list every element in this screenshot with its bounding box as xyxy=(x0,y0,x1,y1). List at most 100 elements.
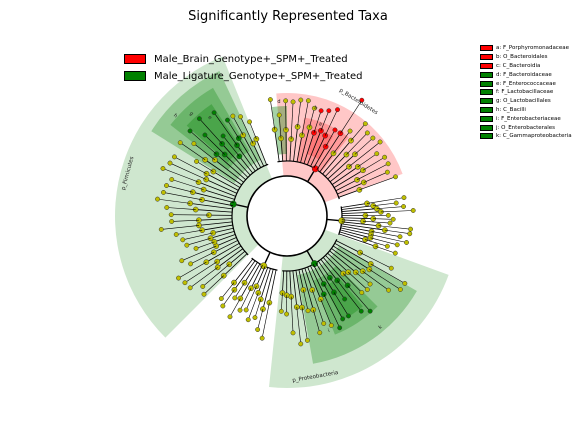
class-node xyxy=(210,230,217,236)
leaf-branch xyxy=(190,252,214,265)
class-branch xyxy=(214,159,244,183)
leaf-branch xyxy=(281,292,283,312)
leaf-node xyxy=(290,99,296,105)
class-branch xyxy=(310,135,326,167)
group-legend-entry: Male_Brain_Genotype+_SPM+_Treated xyxy=(124,51,363,67)
phylum-node xyxy=(260,262,268,270)
leaf-node xyxy=(220,133,226,139)
class-branch xyxy=(242,134,262,168)
leaf-node xyxy=(384,169,390,175)
class-branch xyxy=(304,267,313,291)
taxa-legend-label: g: O_Lactobacillales xyxy=(496,98,551,105)
class-branch xyxy=(300,127,310,163)
leaf-node xyxy=(385,212,391,218)
leaf-branch xyxy=(245,286,257,311)
leaf-node xyxy=(362,121,368,127)
class-branch xyxy=(336,240,361,253)
leaf-branch xyxy=(373,218,394,220)
leaf-branch xyxy=(193,143,216,161)
class-branch xyxy=(334,242,371,265)
leaf-branch xyxy=(301,100,309,136)
class-branch xyxy=(198,181,236,197)
leaf-branch xyxy=(221,282,235,299)
group-legend-label: Male_Brain_Genotype+_SPM+_Treated xyxy=(154,53,348,65)
class-branch xyxy=(257,267,269,293)
leaf-node xyxy=(387,220,393,226)
leaf-node xyxy=(276,112,282,118)
leaf-node xyxy=(364,130,370,136)
clade-label-g: g xyxy=(188,111,194,117)
class-branch xyxy=(327,252,349,273)
class-branch xyxy=(333,169,364,188)
figure-title: Significantly Represented Taxa xyxy=(188,9,388,24)
leaf-branch xyxy=(261,302,270,339)
class-branch xyxy=(201,199,234,207)
class-branch xyxy=(341,223,385,231)
leaf-branch xyxy=(296,306,302,344)
taxa-legend-entry: i: F_Enterobacteriaceae xyxy=(480,114,576,123)
leaf-node xyxy=(290,330,296,336)
class-branch xyxy=(202,224,233,231)
class-branch xyxy=(338,233,376,247)
leaf-branch xyxy=(350,123,366,141)
group-legend-entry: Male_Ligature_Genotype+_SPM+_Treated xyxy=(124,68,363,84)
leaf-node xyxy=(367,308,373,314)
class-branch xyxy=(335,179,358,192)
leaf-node xyxy=(168,212,174,218)
class-branch xyxy=(233,258,254,283)
class-branch xyxy=(331,248,363,272)
class-branch xyxy=(312,264,325,285)
leaf-node xyxy=(161,189,166,195)
class-branch xyxy=(216,245,242,262)
leaf-branch xyxy=(186,238,211,246)
leaf-node xyxy=(305,308,311,314)
leaf-node xyxy=(158,226,164,232)
leaf-node xyxy=(238,114,243,120)
clade-label-d: d xyxy=(277,99,280,105)
taxa-legend-label: a: F_Porphyromonadaceae xyxy=(496,45,569,52)
leaf-branch xyxy=(346,132,368,155)
leaf-branch xyxy=(189,130,217,155)
taxa-legend-swatch xyxy=(480,71,493,78)
class-branch xyxy=(206,173,239,191)
class-branch xyxy=(260,268,271,300)
leaf-branch xyxy=(362,220,391,224)
taxa-legend-swatch xyxy=(480,45,493,52)
taxa-legend-swatch xyxy=(480,54,493,61)
group-legend-swatch xyxy=(124,71,146,81)
clade-label-k: k xyxy=(377,324,383,331)
leaf-branch xyxy=(229,298,241,317)
leaf-branch xyxy=(174,156,207,174)
leaf-branch xyxy=(359,176,396,191)
taxa-legend-entry: c: C_Bacteroidia xyxy=(480,62,576,71)
leaf-node xyxy=(237,307,243,313)
leaf-branch xyxy=(313,110,322,133)
leaf-branch xyxy=(227,119,240,139)
leaf-node xyxy=(410,208,416,213)
leaf-node xyxy=(194,158,199,164)
leaf-branch xyxy=(270,99,275,130)
class-branch xyxy=(224,154,249,178)
leaf-node xyxy=(278,308,284,314)
class-branch xyxy=(213,240,238,253)
leaf-branch xyxy=(324,109,338,136)
class-branch xyxy=(315,262,335,293)
leaf-node xyxy=(408,226,414,232)
taxa-legend-entry: h: C_Bacilli xyxy=(480,106,576,115)
taxa-legend-entry: g: O_Lactobacillales xyxy=(480,97,576,106)
leaf-node xyxy=(247,119,252,125)
leaf-node xyxy=(318,108,324,114)
leaf-branch xyxy=(347,285,371,312)
leaf-branch xyxy=(202,264,230,287)
leaf-node xyxy=(218,296,224,302)
leaf-branch xyxy=(369,269,401,290)
leaf-branch xyxy=(325,129,336,147)
leaf-node xyxy=(321,321,327,326)
leaf-branch xyxy=(203,275,224,295)
class-branch xyxy=(338,189,360,198)
leaf-node xyxy=(230,113,236,119)
leaf-branch xyxy=(370,237,398,246)
leaf-node xyxy=(196,116,202,122)
class-branch xyxy=(216,237,237,247)
